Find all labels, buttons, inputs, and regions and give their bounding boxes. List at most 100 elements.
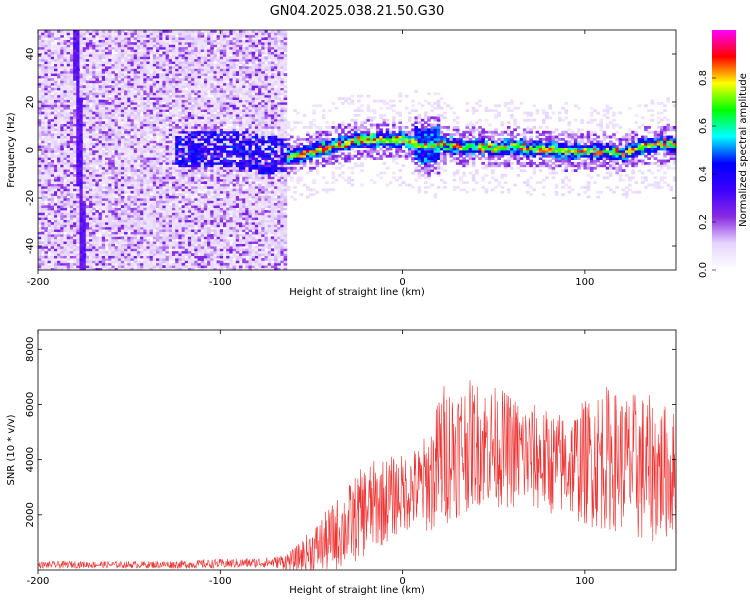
heatmap-cell (136, 255, 141, 259)
heatmap-cell (159, 258, 163, 261)
heatmap-cell (207, 250, 211, 254)
heatmap-cell (69, 102, 74, 105)
heatmap-cell (136, 104, 141, 108)
heatmap-cell (187, 260, 192, 264)
heatmap-cell (140, 154, 144, 158)
heatmap-cell (82, 56, 87, 60)
heatmap-cell (95, 183, 99, 187)
heatmap-cell (41, 92, 45, 96)
heatmap-cell (187, 78, 192, 81)
heatmap-cell (73, 87, 77, 91)
heatmap-cell (175, 198, 179, 201)
heatmap-cell (172, 142, 176, 146)
heatmap-cell (98, 224, 103, 228)
heatmap-cell (191, 138, 195, 141)
heatmap-cell (175, 138, 179, 141)
heatmap-cell (200, 186, 205, 189)
heatmap-cell (187, 265, 192, 268)
heatmap-cell (159, 241, 163, 244)
heatmap-cell (69, 54, 74, 57)
heatmap-cell (143, 51, 147, 55)
heatmap-cell (73, 195, 77, 199)
heatmap-cell (203, 255, 208, 259)
heatmap-cell (105, 58, 109, 62)
heatmap-cell (69, 147, 74, 151)
heatmap-cell (98, 231, 103, 235)
heatmap-cell (44, 250, 48, 254)
heatmap-cell (159, 154, 163, 158)
heatmap-cell (105, 142, 109, 146)
heatmap-cell (63, 166, 68, 170)
heatmap-cell (54, 219, 58, 223)
heatmap-cell (63, 85, 68, 88)
heatmap-cell (136, 243, 141, 247)
heatmap-cell (127, 157, 131, 160)
heatmap-cell (41, 226, 45, 230)
heatmap-cell (197, 212, 202, 216)
heatmap-cell (162, 231, 166, 235)
heatmap-cell (156, 236, 160, 240)
heatmap-cell (130, 92, 135, 96)
heatmap-cell (105, 178, 109, 182)
heatmap-cell (117, 214, 122, 218)
heatmap-cell (111, 164, 115, 168)
heatmap-cell (178, 102, 182, 105)
heatmap-cell (54, 202, 58, 206)
heatmap-cell (124, 164, 128, 168)
heatmap-cell (108, 58, 112, 62)
heatmap-cell (175, 150, 179, 153)
heatmap-cell (98, 87, 103, 91)
heatmap-cell (85, 224, 90, 228)
heatmap-cell (41, 104, 45, 108)
heatmap-cell (73, 128, 77, 132)
heatmap-cell (73, 121, 77, 124)
heatmap-cell (79, 198, 84, 201)
heatmap-cell (120, 255, 125, 259)
heatmap-cell (92, 183, 96, 187)
heatmap-cell (63, 159, 68, 163)
heatmap-cell (130, 118, 135, 122)
heatmap-cell (127, 226, 131, 230)
heatmap-cell (203, 262, 208, 266)
heatmap-cell (159, 162, 163, 165)
heatmap-cell (130, 202, 135, 206)
heatmap-cell (41, 44, 45, 48)
heatmap-cell (200, 121, 205, 124)
heatmap-cell (127, 207, 131, 211)
heatmap-cell (187, 198, 192, 201)
heatmap-cell (47, 126, 52, 129)
heatmap-cell (181, 87, 186, 91)
heatmap-cell (50, 150, 55, 153)
heatmap-cell (130, 253, 135, 256)
heatmap-cell (66, 246, 71, 249)
heatmap-cell (146, 126, 151, 129)
heatmap-cell (191, 205, 195, 208)
heatmap-cell (127, 181, 131, 184)
heatmap-cell (108, 210, 112, 213)
heatmap-cell (162, 94, 166, 98)
heatmap-cell (159, 32, 163, 36)
heatmap-cell (184, 200, 189, 204)
heatmap-cell (79, 207, 84, 211)
heatmap-cell (156, 198, 160, 201)
heatmap-cell (197, 198, 202, 201)
heatmap-cell (57, 99, 61, 103)
heatmap-cell (98, 205, 103, 208)
heatmap-cell (111, 109, 115, 112)
heatmap-cell (197, 133, 202, 136)
heatmap-cell (66, 70, 71, 74)
heatmap-cell (120, 128, 125, 132)
heatmap-cell (187, 200, 192, 204)
heatmap-cell (203, 54, 208, 57)
heatmap-cell (130, 73, 135, 76)
heatmap-cell (124, 106, 128, 110)
heatmap-cell (82, 87, 87, 91)
heatmap-cell (73, 68, 77, 72)
heatmap-cell (63, 238, 68, 242)
heatmap-cell (127, 85, 131, 88)
heatmap-cell (79, 162, 84, 165)
heatmap-cell (191, 260, 195, 264)
heatmap-cell (127, 171, 131, 175)
heatmap-cell (60, 106, 64, 110)
heatmap-cell (73, 150, 77, 153)
